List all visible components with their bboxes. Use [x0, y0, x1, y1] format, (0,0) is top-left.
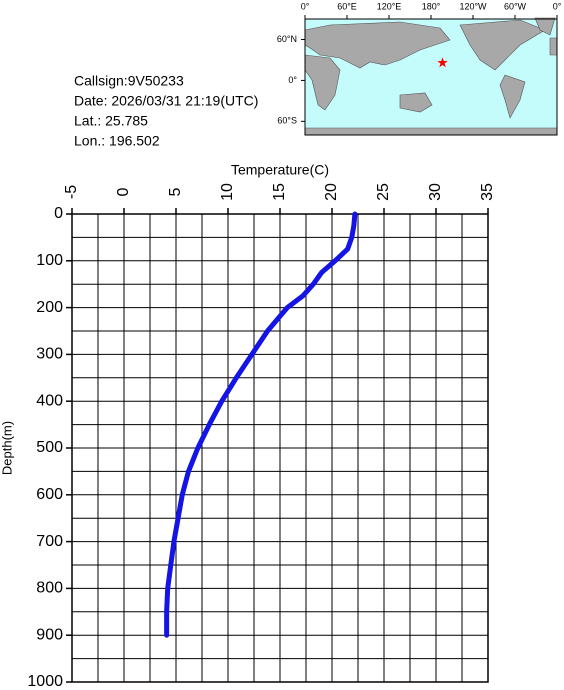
x-tick-label: 10 [219, 183, 236, 201]
x-tick-label: 0 [115, 187, 132, 196]
y-axis-label: Depth(m) [0, 421, 14, 475]
y-tick-label: 900 [36, 626, 63, 643]
latitude: Lat.: 25.785 [74, 113, 148, 129]
y-tick-label: 100 [36, 252, 63, 269]
x-axis-label: Temperature(C) [231, 162, 329, 178]
date: Date: 2026/03/31 21:19(UTC) [74, 93, 258, 109]
y-tick-label: 300 [36, 346, 63, 363]
map-land [304, 17, 558, 136]
x-tick-label: 20 [323, 183, 340, 201]
profile-line [164, 211, 358, 638]
longitude: Lon.: 196.502 [74, 133, 160, 149]
y-tick-label: 1000 [27, 673, 63, 690]
y-tick-label: 500 [36, 439, 63, 456]
x-tick-label: -5 [63, 185, 80, 199]
x-tick-label: 5 [167, 187, 184, 196]
y-tick-label: 800 [36, 580, 63, 597]
map-x-tick-label: 0° [301, 1, 310, 11]
map-x-tick-label: 120°E [377, 1, 402, 11]
y-tick-label: 600 [36, 486, 63, 503]
y-tick-label: 400 [36, 392, 63, 409]
callsign: Callsign:9V50233 [74, 73, 184, 89]
x-tick-label: 25 [375, 183, 392, 201]
plot-frame [71, 213, 489, 683]
map-y-tick-label: 0° [288, 75, 297, 85]
station-marker [437, 57, 448, 68]
x-tick-label: 15 [271, 183, 288, 201]
map-x-tick-label: 60°E [337, 1, 357, 11]
map-x-tick-label: 180° [422, 1, 441, 11]
y-tick-label: 700 [36, 533, 63, 550]
map-y-tick-label: 60°N [277, 34, 297, 44]
map-x-tick-label: 60°W [504, 1, 527, 11]
map-x-tick-label: 0° [553, 1, 562, 11]
x-tick-label: 30 [427, 183, 444, 201]
map-y-tick-label: 60°S [277, 116, 297, 126]
map-x-tick-label: 120°W [459, 1, 487, 11]
y-tick-label: 200 [36, 299, 63, 316]
y-tick-label: 0 [54, 205, 63, 222]
x-tick-label: 35 [479, 183, 496, 201]
